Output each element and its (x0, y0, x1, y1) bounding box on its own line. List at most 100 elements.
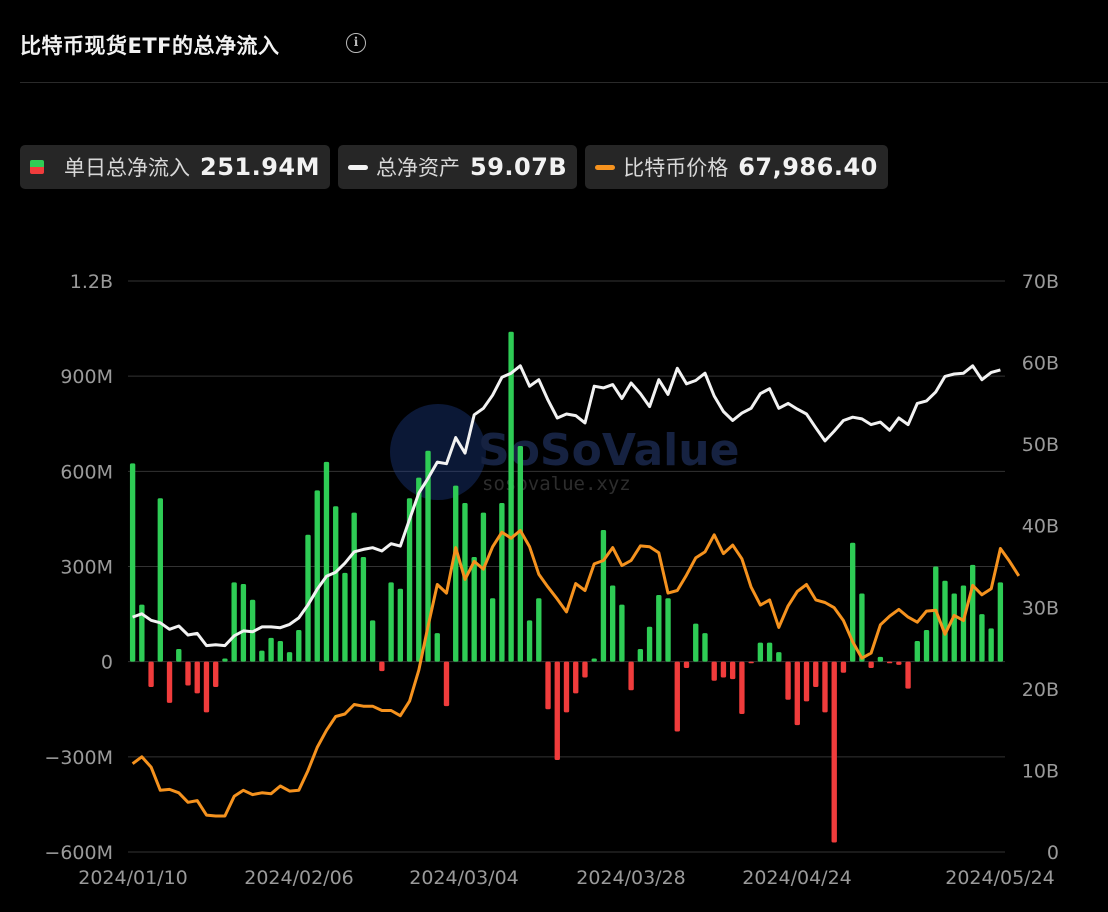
daily-flow-bar (582, 661, 588, 678)
daily-flow-bar (425, 450, 431, 662)
y-left-tick-label: 0 (101, 652, 113, 674)
watermark-logo-icon (390, 404, 486, 500)
legend-total-net-assets[interactable]: 总净资产 59.07B (338, 145, 578, 189)
daily-flow-bar (803, 661, 810, 702)
daily-flow-bar (591, 658, 597, 662)
y-left-tick-label: −600M (44, 842, 113, 864)
watermark-url: sosovalue.xyz (482, 473, 631, 495)
daily-flow-bar (185, 661, 191, 686)
legend-value: 67,986.40 (738, 153, 878, 181)
daily-flow-bar (573, 661, 579, 694)
daily-flow-bar (776, 652, 782, 662)
daily-flow-bar (729, 661, 736, 680)
daily-flow-bar (720, 661, 727, 678)
y-right-tick-label: 20B (1022, 679, 1059, 701)
daily-flow-bar (656, 595, 662, 662)
x-tick-label: 2024/03/28 (576, 867, 686, 889)
y-right-tick-label: 0 (1047, 842, 1059, 864)
daily-flow-bar (489, 598, 496, 662)
daily-flow-bar (757, 642, 764, 662)
daily-flow-bar (517, 445, 524, 662)
daily-flow-bar (240, 583, 247, 662)
daily-flow-bar (166, 661, 173, 703)
daily-flow-bar (148, 661, 154, 688)
daily-flow-bar (369, 620, 376, 662)
y-left-tick-label: −300M (44, 747, 113, 769)
daily-flow-bar (406, 498, 413, 662)
legend-label: 比特币价格 (623, 156, 729, 180)
daily-flow-bar (914, 641, 920, 662)
daily-flow-bar (471, 556, 477, 662)
daily-flow-bar (379, 661, 385, 672)
daily-flow-bar (766, 642, 773, 662)
y-right-tick-label: 10B (1022, 760, 1059, 782)
daily-flow-bar (129, 463, 136, 662)
daily-flow-bar (222, 658, 228, 662)
daily-flow-bar (637, 648, 644, 662)
x-tick-label: 2024/04/24 (742, 867, 852, 889)
daily-flow-bar (850, 542, 856, 662)
daily-flow-bar (453, 485, 459, 662)
daily-flow-bar (859, 593, 865, 662)
daily-flow-bar (268, 637, 274, 662)
y-left-tick-label: 900M (60, 366, 113, 388)
orange-line-icon (595, 164, 616, 170)
daily-flow-bar (554, 661, 560, 761)
watermark-brand: SoSoValue (478, 425, 739, 476)
total-net-assets-line (132, 364, 1001, 648)
x-tick-label: 2024/03/04 (409, 867, 519, 889)
y-right-tick-label: 50B (1022, 434, 1059, 456)
daily-flow-bar (609, 585, 616, 662)
daily-flow-bar (499, 503, 505, 662)
legend-btc-price[interactable]: 比特币价格 67,986.40 (585, 145, 888, 189)
daily-flow-bar (877, 656, 884, 662)
daily-flow-bar (683, 661, 690, 669)
daily-flow-bar (231, 582, 237, 662)
daily-flow-bar (923, 629, 930, 662)
legend: 单日总净流入 251.94M 总净资产 59.07B 比特币价格 67,986.… (20, 145, 888, 189)
daily-flow-bar (259, 650, 265, 662)
daily-flow-bar (619, 604, 625, 662)
daily-flow-bar (397, 588, 404, 662)
chart-header: 比特币现货ETF的总净流入 i (20, 28, 1108, 83)
daily-flow-bar (868, 661, 874, 669)
daily-flow-bar (702, 633, 708, 662)
daily-flow-bar (794, 661, 800, 726)
daily-flow-bar (748, 661, 754, 664)
x-tick-label: 2024/05/24 (945, 867, 1055, 889)
info-icon[interactable]: i (346, 33, 366, 53)
daily-flow-bar (646, 626, 653, 662)
daily-flow-bar (665, 598, 671, 662)
daily-flow-bar (840, 661, 847, 673)
daily-flow-bar (951, 593, 957, 662)
daily-flow-bar (905, 661, 911, 689)
daily-flow-bar (296, 629, 302, 662)
daily-flow-bar (323, 461, 330, 662)
legend-daily-net-inflow[interactable]: 单日总净流入 251.94M (20, 145, 330, 189)
green-red-bar-icon (30, 160, 44, 174)
daily-flow-bar (286, 652, 293, 662)
x-tick-label: 2024/01/10 (78, 867, 188, 889)
daily-flow-bar (139, 604, 145, 662)
daily-flow-bar (213, 661, 219, 688)
legend-label: 单日总净流入 (64, 156, 190, 180)
y-right-tick-label: 60B (1022, 353, 1059, 375)
daily-flow-bar (813, 661, 819, 688)
daily-flow-bar (563, 661, 570, 713)
daily-flow-bar (711, 661, 717, 681)
daily-flow-bar (388, 582, 394, 662)
chart-title: 比特币现货ETF的总净流入 (20, 34, 280, 58)
daily-flow-bar (480, 512, 487, 662)
y-right-tick-label: 30B (1022, 597, 1059, 619)
daily-flow-bar (194, 661, 200, 694)
daily-flow-bar (416, 477, 422, 662)
daily-flow-bar (443, 661, 450, 707)
daily-flow-bar (277, 641, 283, 662)
daily-flow-bar (785, 661, 791, 700)
daily-flow-bar (960, 585, 967, 662)
daily-flow-bar (628, 661, 634, 691)
daily-flow-bar (970, 564, 976, 662)
legend-value: 251.94M (200, 153, 320, 181)
